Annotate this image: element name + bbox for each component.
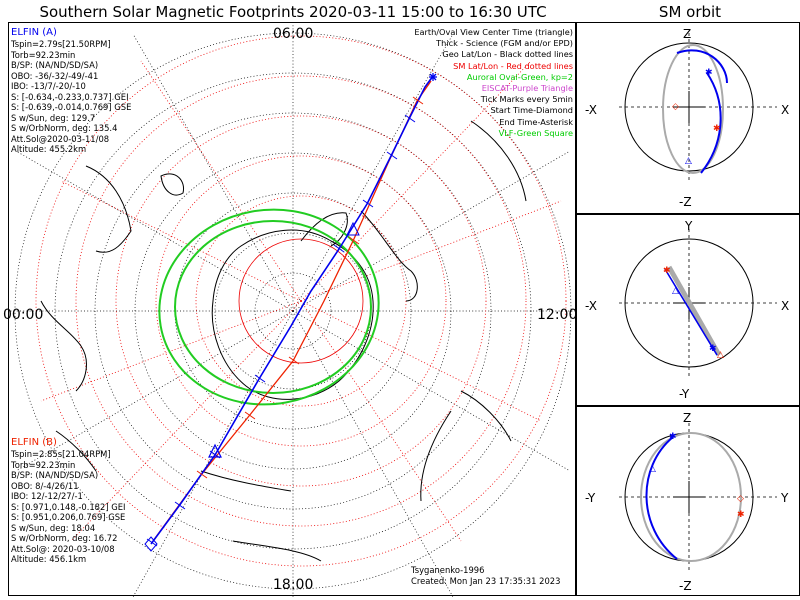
elfin-b-line: S w/Sun, deg: 18.04: [11, 522, 96, 533]
elfin-b-line: Altitude: 456.1km: [11, 554, 87, 564]
svg-text:◇: ◇: [737, 494, 744, 504]
legend-item: EISCAT-Purple Triangle: [481, 83, 573, 94]
axis-right-label: X: [781, 103, 790, 117]
end-time-asterisk: [429, 73, 437, 81]
elfin-b-info: ELFIN (B) Tspin=2.85s[21.04RPM] Torb=92.…: [11, 437, 126, 565]
polar-map: [9, 23, 577, 597]
orbit-a-projection: [664, 268, 718, 356]
axis-bottom-label: -Z: [679, 579, 692, 593]
legend-item: SM Lat/Lon - Red dotted lines: [453, 60, 573, 71]
legend-item: Tick Marks every 5min: [480, 94, 573, 105]
orbit-plot-yz: ✱ ◇ ✱ △: [619, 423, 777, 571]
orbit-b-ellipse: [662, 44, 724, 174]
orbit-plot-xy: ✱ △ △ ✱: [619, 229, 777, 377]
elfin-a-line: Altitude: 455.2km: [11, 144, 87, 154]
sm-pole-circle: [238, 238, 364, 364]
elfin-a-line: Att.Sol@2020-03-11/08: [11, 133, 110, 144]
elfin-b-line: S: [0.971,0.148,-0.182] GEI: [11, 501, 126, 512]
elfin-b-name: ELFIN (B): [11, 437, 57, 448]
axis-right-label: Y: [781, 491, 789, 505]
elfin-a-line: IBO: -13/7/-20/-10: [11, 81, 86, 91]
axis-top-label: Z: [683, 27, 692, 41]
axis-bottom-label: -Z: [679, 195, 692, 209]
legend-item: Thick - Science (FGM and/or EPD): [436, 38, 573, 49]
legend: Earth/Oval View Center Time (triangle) T…: [414, 27, 573, 139]
auroral-ovals: [158, 208, 380, 406]
axis-left-label: -X: [585, 103, 597, 117]
elfin-b-line: OBO: 8/-4/26/11: [11, 480, 79, 491]
elfin-a-line: S: [-0.634,-0.233,0.737] GEI: [11, 91, 129, 102]
elfin-a-line: S: [-0.639,-0.014,0.769] GSE: [11, 102, 132, 112]
svg-text:◇: ◇: [672, 102, 679, 112]
track-tick-marks-red: [196, 96, 424, 479]
svg-text:△: △: [672, 286, 679, 296]
axis-top-label: Z: [683, 411, 692, 425]
view-center-triangle-b: [346, 221, 360, 236]
svg-text:△: △: [685, 156, 692, 166]
axis-right-label: X: [781, 299, 790, 313]
axis-left-label: -X: [585, 299, 597, 313]
legend-item: Geo Lat/Lon - Black dotted lines: [442, 49, 573, 60]
clock-label-bottom: 18:00: [273, 577, 314, 593]
elfin-a-name: ELFIN (A): [11, 27, 57, 38]
legend-item: End Time-Asterisk: [499, 116, 573, 127]
elfin-b-line: Att.Sol@: 2020-03-10/08: [11, 543, 115, 554]
plot-title: Southern Solar Magnetic Footprints 2020-…: [39, 3, 547, 21]
axis-top-label: Y: [685, 219, 693, 233]
elfin-b-line: Torb=92.23min: [11, 459, 76, 470]
auroral-oval-outer: [158, 208, 380, 406]
svg-text:✱: ✱: [705, 68, 713, 78]
sm-orbit-panel-xz: ◇ ✱ ✱ △ Z -Z -X X: [576, 22, 800, 214]
elfin-a-info: ELFIN (A) Tspin=2.79s[21.50RPM] Torb=92.…: [11, 27, 131, 155]
track-tick-marks: [146, 114, 416, 547]
elfin-b-line: S: [0.951,0.206,0.769] GSE: [11, 512, 126, 522]
orbit-a-path: [700, 72, 722, 174]
orbit-b-projection: [666, 265, 722, 357]
orbit-plot-xz: ◇ ✱ ✱ △: [619, 33, 777, 181]
view-center-triangle: [208, 443, 222, 458]
svg-text:△: △: [717, 350, 724, 360]
polar-map-panel: Earth/Oval View Center Time (triangle) T…: [3, 22, 578, 597]
sm-orbit-panel-yz: ✱ ◇ ✱ △ Z -Z -Y Y: [576, 406, 800, 596]
sm-orbit-title: SM orbit: [658, 3, 722, 21]
elfin-a-line: B/SP: (NA/ND/SD/SA): [11, 60, 99, 70]
svg-text:✱: ✱: [737, 510, 745, 520]
credit-block: Tsyganenko-1996 Created: Mon Jan 23 17:3…: [411, 565, 560, 587]
clock-label-left: 00:00: [3, 307, 44, 323]
svg-text:✱: ✱: [669, 432, 677, 442]
created-timestamp: Created: Mon Jan 23 17:35:31 2023: [411, 576, 561, 586]
elfin-b-line: IBO: 12/-12/27/-1: [11, 491, 83, 501]
svg-text:✱: ✱: [713, 124, 721, 134]
orbit-a-path: [645, 436, 678, 560]
sm-orbit-panel-xy: ✱ △ △ ✱ Y -Y -X X: [576, 214, 800, 406]
svg-text:✱: ✱: [663, 266, 671, 276]
legend-item: Start Time-Diamond: [490, 105, 573, 116]
elfin-a-line: OBO: -36/-32/-49/-41: [11, 70, 99, 81]
orbit-b-ellipse: [640, 432, 742, 562]
model-credit: Tsyganenko-1996: [411, 565, 485, 575]
continent-outlines: [40, 120, 527, 562]
elfin-a-line: S w/OrbNorm, deg: 135.4: [11, 123, 118, 133]
svg-text:△: △: [649, 464, 656, 474]
svg-text:✱: ✱: [709, 344, 717, 354]
clock-label-right: 12:00: [537, 307, 578, 323]
elfin-a-line: Tspin=2.79s[21.50RPM]: [11, 39, 111, 49]
elfin-b-line: Tspin=2.85s[21.04RPM]: [11, 449, 111, 459]
axis-bottom-label: -Y: [679, 387, 690, 401]
elfin-b-line: B/SP: (NA/ND/SD/SA): [11, 470, 99, 480]
geo-longitude-lines: [9, 23, 577, 597]
sm-longitude-lines: [40, 60, 562, 542]
clock-label-top: 06:00: [273, 26, 314, 42]
elfin-a-line: S w/Sun, deg: 129.7: [11, 112, 96, 123]
legend-item: Auroral Oval-Green, kp=2: [466, 71, 573, 82]
elfin-b-line: S w/OrbNorm, deg: 16.72: [11, 533, 118, 543]
auroral-oval-inner: [174, 220, 372, 394]
axis-left-label: -Y: [585, 491, 596, 505]
start-time-diamond: [144, 536, 158, 552]
elfin-a-footprint-track: [150, 75, 434, 545]
elfin-a-line: Torb=92.23min: [11, 49, 76, 60]
legend-item: VLF-Green Square: [498, 127, 573, 138]
legend-item: Earth/Oval View Center Time (triangle): [414, 27, 573, 37]
